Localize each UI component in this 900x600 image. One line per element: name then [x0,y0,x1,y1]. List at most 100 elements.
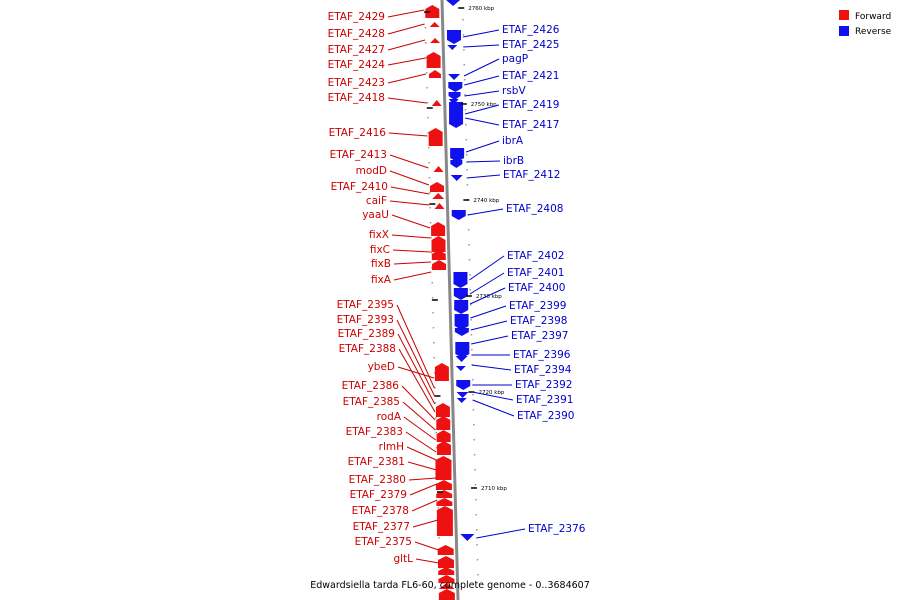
reverse-leader-line [471,364,512,371]
reverse-gene-arrow [453,288,468,300]
forward-leader-line [387,23,425,35]
forward-leader-line [401,385,436,421]
forward-gene-label: ETAF_2427 [328,44,385,56]
reverse-gene-arrow [454,314,469,330]
legend-reverse-label: Reverse [855,27,892,37]
forward-leader-line [405,431,437,453]
minor-tick [469,289,472,291]
tick-label: 2750 kbp [471,102,497,108]
reverse-gene-arrow [450,160,463,168]
reverse-gene-label: ETAF_2397 [511,330,568,342]
minor-tick [431,297,434,299]
forward-gene-label: rlmH [379,441,404,453]
forward-leader-line [407,461,437,471]
reverse-gene-arrow [460,534,475,541]
reverse-gene-arrow [446,30,461,44]
forward-gene-arrow [436,498,453,506]
minor-tick [475,499,477,501]
reverse-gene-arrow [449,102,464,128]
minor-tick [434,402,437,404]
minor-tick [434,387,436,389]
reverse-gene-label: ETAF_2426 [502,24,560,36]
minor-tick [431,282,434,284]
minor-tick [469,274,471,276]
reverse-leader-line [470,320,508,331]
forward-leader-line [387,97,427,104]
minor-tick [466,184,469,186]
reverse-leader-line [471,335,509,345]
reverse-leader-line [464,75,500,86]
forward-leader-line [391,234,431,239]
reverse-gene-label: ETAF_2394 [514,364,572,376]
reverse-leader-line [472,391,514,401]
minor-tick [465,139,468,141]
minor-tick [433,357,436,359]
forward-gene-arrow [436,490,453,498]
forward-leader-line [414,541,439,551]
reverse-gene-label: ETAF_2400 [508,282,565,294]
forward-gene-arrow [437,545,454,555]
forward-leader-line [387,9,425,18]
forward-leader-line [406,446,437,461]
forward-leader-line [393,261,432,265]
reverse-gene-label: pagP [502,53,528,65]
minor-tick [437,507,440,509]
minor-tick [463,79,466,81]
forward-gene-arrow [435,403,450,417]
minor-tick [429,192,431,194]
legend-reverse-swatch [839,26,849,36]
minor-tick [435,432,438,434]
forward-gene-label: ETAF_2375 [355,536,412,548]
forward-gene-arrow [425,5,440,18]
forward-leader-line [397,366,435,379]
minor-tick [428,177,431,179]
gene-features [425,0,475,600]
reverse-gene-arrow [456,392,469,398]
reverse-gene-arrow [448,74,461,80]
minor-tick [427,147,430,149]
reverse-leader-line [464,90,500,97]
reverse-leader-line [469,272,505,295]
minor-tick [472,409,475,411]
minor-tick [473,454,476,456]
minor-tick [433,372,436,374]
forward-gene-arrow [432,193,445,199]
forward-leader-line [409,483,438,496]
forward-gene-label: fixB [371,258,391,270]
forward-leader-line [389,154,429,169]
forward-gene-label: ETAF_2385 [343,396,400,408]
forward-leader-line [415,558,440,564]
forward-gene-label: ETAF_2377 [353,521,410,533]
tick-label: 2720 kbp [478,390,504,396]
minor-tick [477,574,479,576]
reverse-leader-line [469,287,506,305]
forward-gene-arrow [431,100,442,106]
forward-gene-arrow [435,480,452,490]
reverse-gene-label: ETAF_2419 [502,99,559,111]
forward-gene-label: ETAF_2388 [339,343,396,355]
forward-leader-line [389,170,430,186]
forward-leader-line [387,39,426,51]
reverse-gene-label: ETAF_2412 [503,169,560,181]
minor-tick [475,529,478,531]
forward-gene-arrow [436,430,451,442]
forward-gene-arrow [436,416,451,430]
minor-tick [433,342,435,344]
forward-gene-arrow [438,567,455,575]
gene-labels: ETAF_2429 ETAF_2428 ETAF_2427 ETAF_2424 ETAF… [328,11,586,565]
minor-tick [425,57,428,59]
forward-gene-arrow [437,556,454,568]
reverse-leader-line [466,174,501,179]
forward-gene-label: fixC [370,244,390,256]
forward-gene-arrow [426,52,441,68]
forward-gene-arrow [431,236,446,252]
forward-gene-arrow [432,260,447,270]
minor-tick [470,319,472,321]
reverse-leader-line [470,305,507,319]
forward-leader-line [412,519,439,528]
minor-tick [462,34,465,36]
reverse-gene-arrow [455,342,470,358]
forward-gene-label: fixA [371,274,392,286]
reverse-gene-label: ibrA [502,135,524,147]
